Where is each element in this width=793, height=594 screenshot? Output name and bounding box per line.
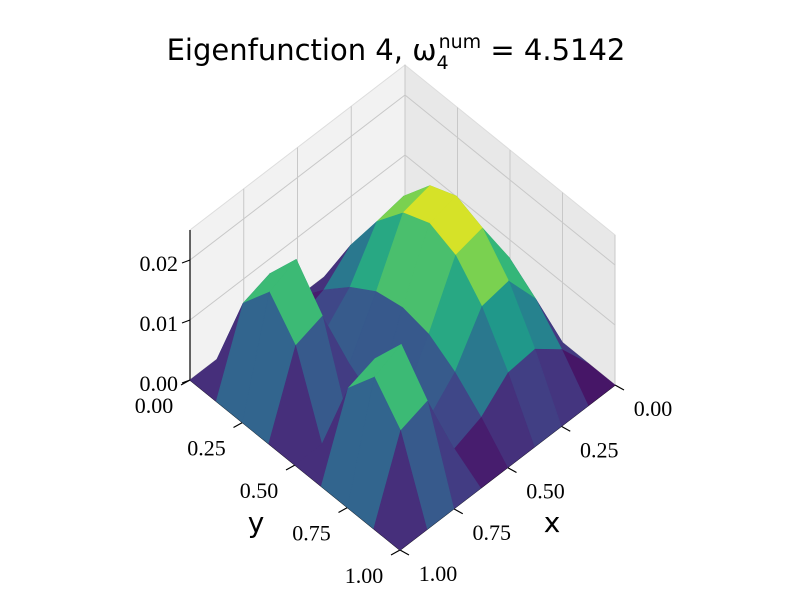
y-axis-label: y: [248, 506, 265, 539]
tick-mark: [390, 549, 401, 556]
grid-line: [189, 154, 406, 321]
tick-mark: [614, 384, 625, 391]
y-tick-label: 1.00: [345, 563, 384, 588]
tick-mark: [285, 464, 296, 471]
title-rest: = 4.5142: [481, 33, 625, 67]
y-tick-label: 0.50: [240, 478, 279, 503]
tick-mark: [233, 421, 243, 429]
tick-mark: [338, 506, 348, 514]
tick-mark: [181, 379, 191, 384]
x-tick-label: 1.00: [419, 561, 458, 586]
x-tick-label: 0.50: [526, 479, 565, 504]
tick-mark: [560, 425, 571, 432]
y-tick-label: 0.25: [187, 436, 226, 461]
x-axis-label: x: [544, 506, 561, 539]
grid-line: [189, 94, 406, 261]
x-tick-label: 0.75: [473, 520, 512, 545]
tick-mark: [507, 466, 517, 474]
grid-line: [404, 154, 616, 326]
z-tick-label: 0.00: [140, 371, 179, 396]
x-tick-label: 0.00: [634, 396, 673, 421]
title-sup: num: [439, 31, 482, 53]
tick-mark: [453, 508, 464, 515]
chart-title: Eigenfunction 4, ω4num = 4.5142: [167, 31, 626, 74]
x-tick-label: 0.25: [580, 437, 619, 462]
tick-mark: [399, 549, 410, 556]
title-sub: 4: [436, 52, 448, 74]
z-tick-label: 0.02: [140, 251, 179, 276]
grid-line: [404, 94, 616, 266]
tick-mark: [181, 319, 191, 324]
y-tick-label: 0.75: [292, 521, 331, 546]
z-tick-label: 0.01: [140, 311, 179, 336]
title-text: Eigenfunction 4, ω: [167, 33, 437, 67]
surface-patch: [373, 429, 428, 551]
y-tick-label: 0.00: [135, 393, 174, 418]
tick-mark: [181, 259, 191, 264]
